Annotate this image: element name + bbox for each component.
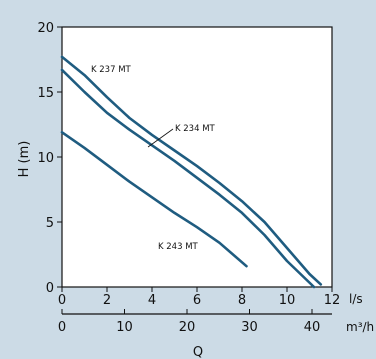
curve-label: K 237 MT (91, 65, 132, 75)
series-line (60, 55, 323, 286)
x-tick-label: 12 (324, 293, 341, 308)
x-axis-unit-secondary: m³/h (346, 320, 374, 334)
series-line (60, 131, 248, 268)
x-tick-label: 10 (279, 293, 296, 308)
y-tick-label: 5 (46, 216, 54, 231)
x-tick-label: 8 (238, 293, 246, 308)
plot-frame (61, 26, 333, 288)
x-tick-label: 0 (58, 293, 66, 308)
series-group (60, 55, 323, 289)
x2-tick-label: 20 (179, 320, 196, 335)
x-tick-label: 6 (193, 293, 201, 308)
y-tick-label: 10 (37, 151, 54, 166)
series-line (60, 68, 316, 289)
x2-tick-label: 10 (116, 320, 133, 335)
x-axis-label: Q (193, 345, 203, 359)
x2-tick-label: 0 (58, 320, 66, 335)
y-tick-label: 20 (37, 21, 54, 36)
curve-label: K 234 MT (175, 124, 216, 134)
curve-label: K 243 MT (158, 242, 199, 252)
y-tick-label: 15 (37, 86, 54, 101)
y-axis-label: H (m) (17, 141, 32, 178)
plot-background (62, 27, 332, 287)
label-leader (147, 128, 174, 148)
x-tick-label: 4 (148, 293, 156, 308)
y-axis-ticks: 0 5 10 15 20 (37, 21, 62, 296)
curve-labels: K 237 MT K 234 MT K 243 MT (91, 65, 216, 252)
x-axis-ticks-secondary: 0 10 20 30 40 (58, 309, 332, 335)
x-axis-unit-primary: l/s (349, 292, 363, 306)
y-tick-label: 0 (46, 281, 54, 296)
x-tick-label: 2 (103, 293, 111, 308)
x2-tick-label: 40 (304, 320, 321, 335)
x2-tick-label: 30 (241, 320, 258, 335)
x-axis-ticks-primary: 0 2 4 6 8 10 12 (58, 287, 340, 308)
